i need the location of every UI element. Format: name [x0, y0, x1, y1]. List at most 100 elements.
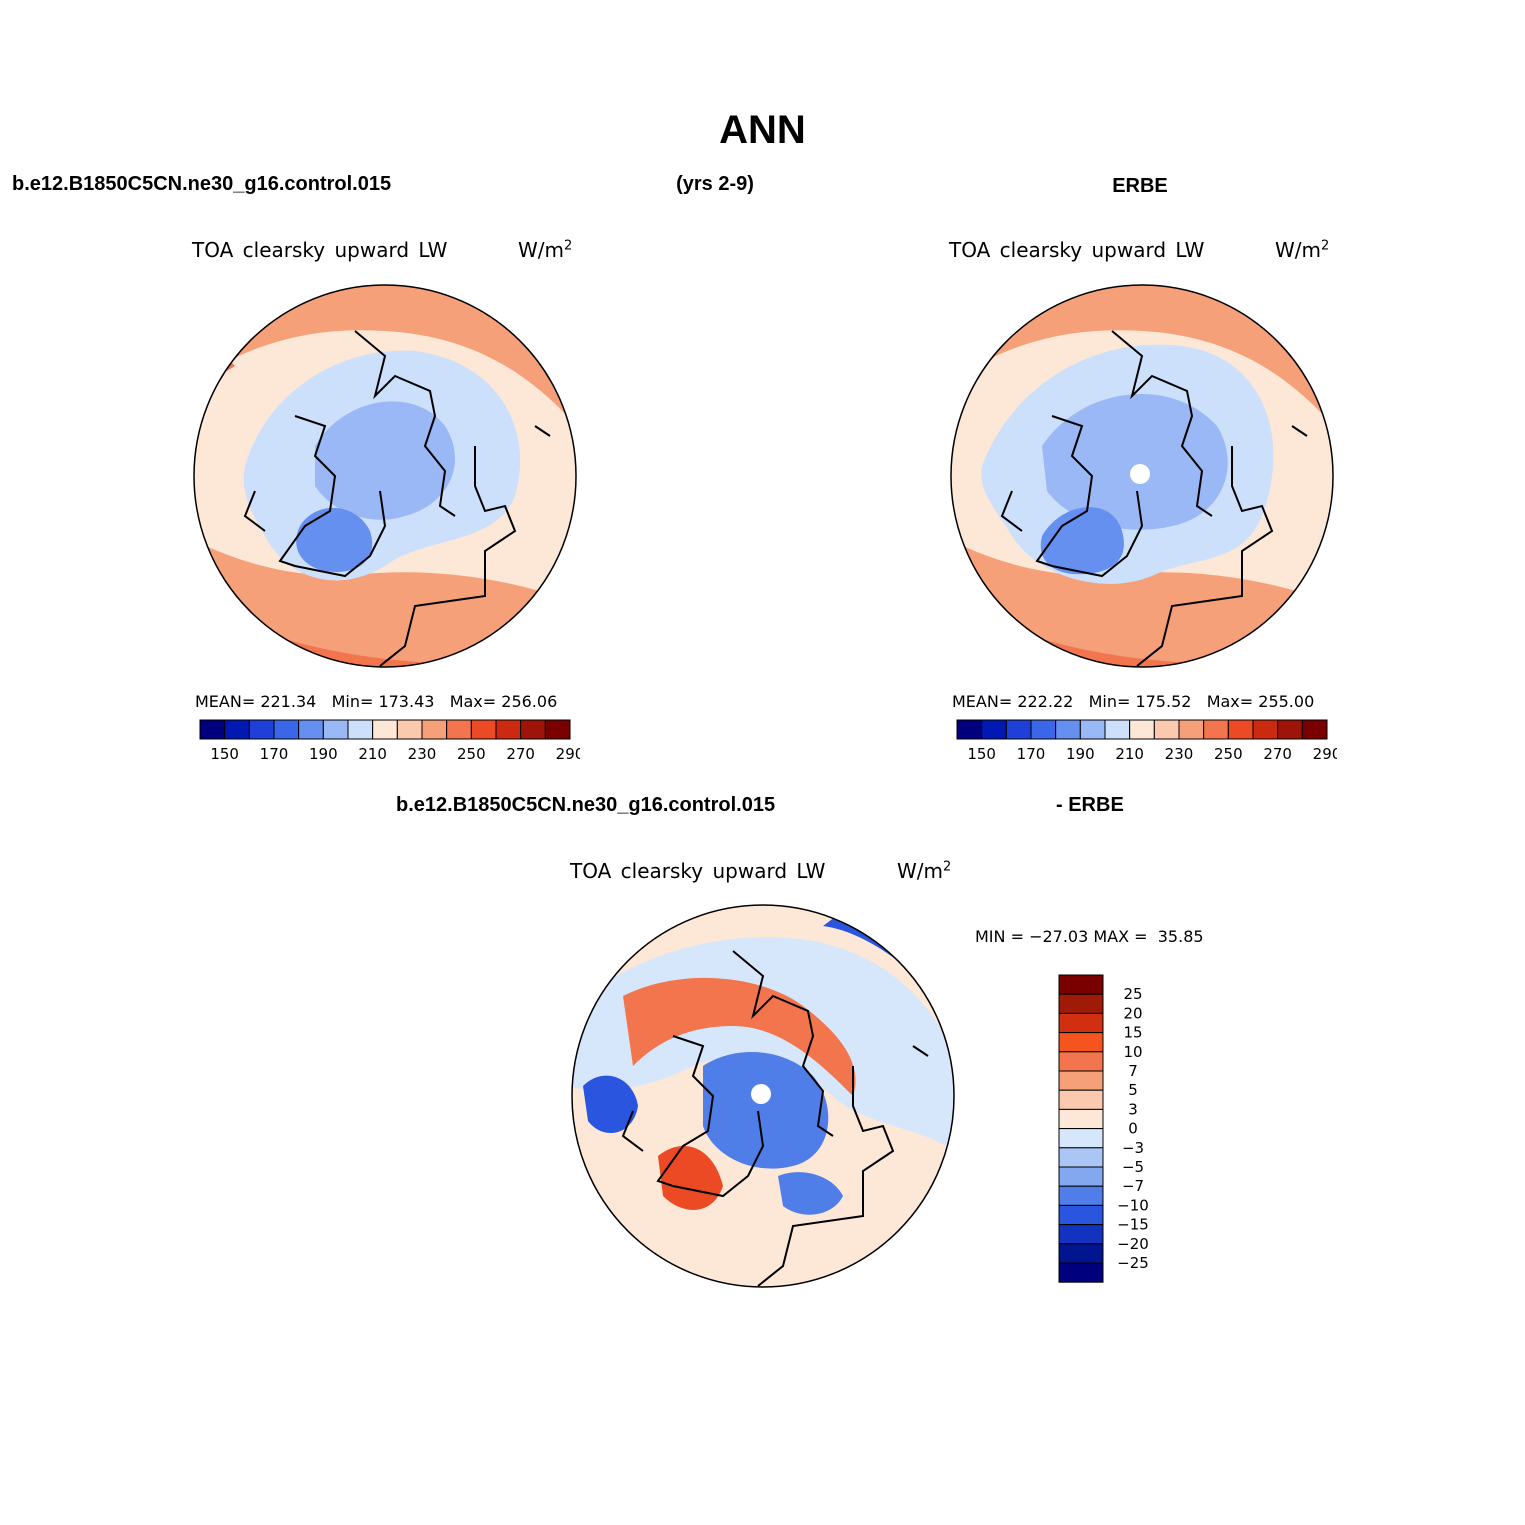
- diff-colorbar-label: 3: [1128, 1100, 1138, 1118]
- diff-colorbar-label: −7: [1122, 1177, 1144, 1195]
- contour-200: [315, 401, 456, 520]
- model-colorbar-box: [248, 719, 275, 740]
- obs-variable-title: TOA clearsky upward LW: [949, 238, 1205, 262]
- main-title: ANN: [719, 108, 806, 152]
- model-colorbar-box: [495, 719, 522, 740]
- case-name-label: b.e12.B1850C5CN.ne30_g16.control.015: [12, 173, 392, 195]
- diff-variable-title: TOA clearsky upward LW: [570, 859, 826, 883]
- diff-colorbar-box: [1058, 1032, 1104, 1053]
- obs-colorbar-label: 270: [1263, 745, 1292, 763]
- model-variable-title: TOA clearsky upward LW: [192, 238, 448, 262]
- diff-polar-map: [571, 904, 955, 1288]
- diff-stats: MIN = −27.03 MAX = 35.85: [975, 927, 1204, 946]
- model-colorbar-box: [544, 719, 571, 740]
- map-border: [950, 284, 1334, 668]
- model-colorbar-label: 150: [210, 745, 239, 763]
- diff-colorbar-label: 15: [1123, 1024, 1142, 1042]
- diff-colorbar-label: 25: [1123, 985, 1142, 1003]
- neg-core: [703, 1052, 829, 1169]
- model-colorbar-box: [446, 719, 472, 740]
- model-colorbar-box: [372, 719, 398, 740]
- model-colorbar-label: 230: [408, 745, 437, 763]
- obs-colorbar-label: 230: [1165, 745, 1194, 763]
- obs-colorbar-box: [1055, 719, 1081, 740]
- diff-colorbar-box: [1058, 1185, 1104, 1206]
- diff-colorbar-box: [1058, 1166, 1104, 1187]
- model-colorbar-label: 290: [556, 745, 580, 763]
- diff-colorbar-box: [1058, 1128, 1104, 1149]
- pole-gap: [1130, 464, 1150, 484]
- map-border: [193, 284, 577, 668]
- diff-colorbar-box: [1058, 1262, 1104, 1283]
- model-colorbar-box: [470, 719, 497, 740]
- diff-units: W/m2: [897, 859, 951, 883]
- diff-colorbar-label: 5: [1128, 1081, 1138, 1099]
- model-polar-map: [193, 284, 577, 668]
- diff-colorbar-label: −10: [1117, 1196, 1149, 1214]
- diff-colorbar-box: [1058, 974, 1104, 995]
- obs-colorbar-box: [956, 719, 983, 740]
- diff-colorbar-box: [1058, 1012, 1104, 1034]
- obs-colorbar-box: [1030, 719, 1057, 740]
- obs-colorbar-box: [1227, 719, 1254, 740]
- model-colorbar-box: [347, 719, 374, 740]
- pole-gap: [751, 1084, 771, 1104]
- diff-colorbar-label: −15: [1117, 1216, 1149, 1234]
- diff-colorbar-label: −5: [1122, 1158, 1144, 1176]
- obs-colorbar-box: [981, 719, 1007, 740]
- model-colorbar-label: 210: [358, 745, 387, 763]
- obs-colorbar-label: 250: [1214, 745, 1243, 763]
- model-colorbar-box: [298, 719, 324, 740]
- contour-190: [296, 507, 373, 572]
- diff-colorbar-label: −20: [1117, 1235, 1149, 1253]
- model-stats: MEAN= 221.34 Min= 173.43 Max= 256.06: [195, 692, 558, 711]
- diff-colorbar-box: [1058, 1089, 1104, 1110]
- obs-colorbar-box: [1005, 719, 1032, 740]
- obs-colorbar-box: [1301, 719, 1328, 740]
- coastlines: [621, 950, 929, 1287]
- obs-colorbar: 150 170 190 210 230 250 270 290: [956, 719, 1337, 763]
- obs-colorbar-box: [1277, 719, 1303, 740]
- contour-190: [1040, 507, 1124, 575]
- obs-colorbar-box: [1178, 719, 1205, 740]
- obs-colorbar-label: 210: [1115, 745, 1144, 763]
- obs-colorbar-box: [1079, 719, 1106, 740]
- model-colorbar-box: [421, 719, 448, 740]
- model-units-exp: 2: [564, 238, 573, 254]
- neg-scand: [778, 1172, 843, 1215]
- obs-stats: MEAN= 222.22 Min= 175.52 Max= 255.00: [952, 692, 1315, 711]
- model-colorbar-label: 190: [309, 745, 338, 763]
- diff-colorbar-box: [1058, 1224, 1104, 1245]
- diff-colorbar-box: [1058, 1108, 1104, 1130]
- model-units-base: W/m: [518, 238, 564, 262]
- obs-units-base: W/m: [1275, 238, 1321, 262]
- diff-colorbar-box: [1058, 1204, 1104, 1226]
- model-colorbar-box: [273, 719, 300, 740]
- coastlines: [243, 330, 551, 667]
- model-colorbar-box: [520, 719, 546, 740]
- obs-colorbar-box: [1252, 719, 1279, 740]
- diff-case-name: b.e12.B1850C5CN.ne30_g16.control.015: [396, 794, 776, 816]
- model-colorbar-label: 250: [457, 745, 486, 763]
- years-label: (yrs 2-9): [676, 173, 754, 195]
- diff-colorbar-box: [1058, 1147, 1104, 1168]
- model-colorbar-box: [396, 719, 423, 740]
- diff-colorbar-label: 0: [1128, 1120, 1138, 1138]
- diff-colorbar-box: [1058, 993, 1104, 1014]
- obs-units-exp: 2: [1321, 238, 1330, 254]
- obs-colorbar-label: 170: [1017, 745, 1046, 763]
- obs-units: W/m2: [1275, 238, 1329, 262]
- neg-west: [583, 1075, 638, 1133]
- obs-colorbar-label: 190: [1066, 745, 1095, 763]
- diff-colorbar-label: 20: [1123, 1004, 1142, 1022]
- diff-colorbar-label: −25: [1117, 1254, 1149, 1272]
- map-border: [571, 904, 955, 1288]
- diff-colorbar-box: [1058, 1243, 1104, 1264]
- diff-units-exp: 2: [943, 859, 952, 875]
- diff-colorbar-box: [1058, 1070, 1104, 1091]
- model-colorbar-label: 170: [260, 745, 289, 763]
- model-units: W/m2: [518, 238, 572, 262]
- diff-colorbar-box: [1058, 1051, 1104, 1072]
- diff-colorbar-label: −3: [1122, 1139, 1144, 1157]
- obs-colorbar-label: 290: [1313, 745, 1337, 763]
